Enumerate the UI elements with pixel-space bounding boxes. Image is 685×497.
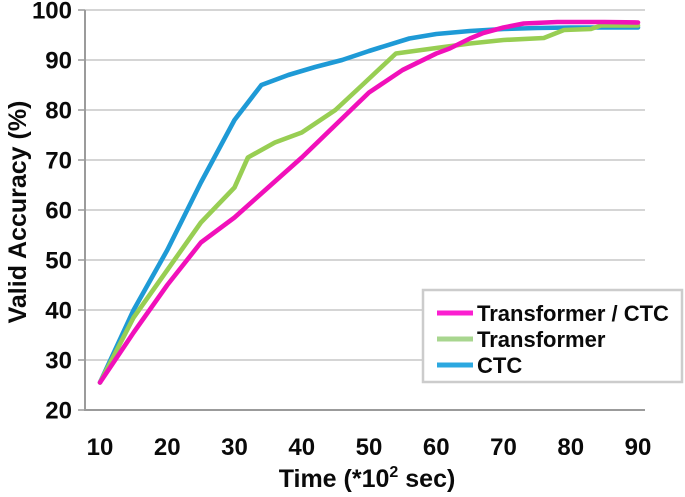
x-tick-labels: 10 20 30 40 50 60 70 80 90: [87, 434, 652, 461]
x-tick-label-60: 60: [423, 434, 450, 461]
y-tick-labels: 100 90 80 70 60 50 40 30 20: [32, 0, 72, 425]
y-tick-label-30: 30: [45, 348, 72, 375]
axes: [78, 9, 645, 411]
y-tick-label-20: 20: [45, 398, 72, 425]
y-axis-title: Valid Accuracy (%): [4, 101, 32, 324]
y-tick-label-100: 100: [32, 0, 72, 25]
x-tick-label-90: 90: [625, 434, 652, 461]
x-tick-label-40: 40: [288, 434, 315, 461]
legend-label-transformer: Transformer: [477, 327, 606, 352]
y-tick-label-40: 40: [45, 298, 72, 325]
y-tick-label-70: 70: [45, 148, 72, 175]
series-line-transformer: [97, 23, 641, 385]
legend-label-transformer-ctc: Transformer / CTC: [477, 301, 669, 326]
series-line-transformer-ctc: [97, 19, 641, 385]
x-tick-label-20: 20: [154, 434, 181, 461]
y-tick-label-60: 60: [45, 198, 72, 225]
x-tick-label-70: 70: [490, 434, 517, 461]
x-tick-label-80: 80: [557, 434, 584, 461]
x-axis-title-suffix: sec): [398, 465, 455, 493]
legend-label-ctc: CTC: [477, 353, 522, 378]
series-line-ctc: [97, 25, 641, 385]
gridlines: [85, 9, 645, 361]
x-tick-label-50: 50: [356, 434, 383, 461]
y-tick-label-80: 80: [45, 98, 72, 125]
series-lines: [97, 19, 641, 385]
x-axis-title-superscript: 2: [389, 464, 398, 481]
x-axis-title: Time (*102 sec): [279, 464, 456, 493]
y-tick-label-90: 90: [45, 48, 72, 75]
x-tick-label-30: 30: [221, 434, 248, 461]
x-axis-title-prefix: Time (*10: [279, 465, 390, 493]
x-tick-label-10: 10: [87, 434, 114, 461]
y-tick-label-50: 50: [45, 248, 72, 275]
